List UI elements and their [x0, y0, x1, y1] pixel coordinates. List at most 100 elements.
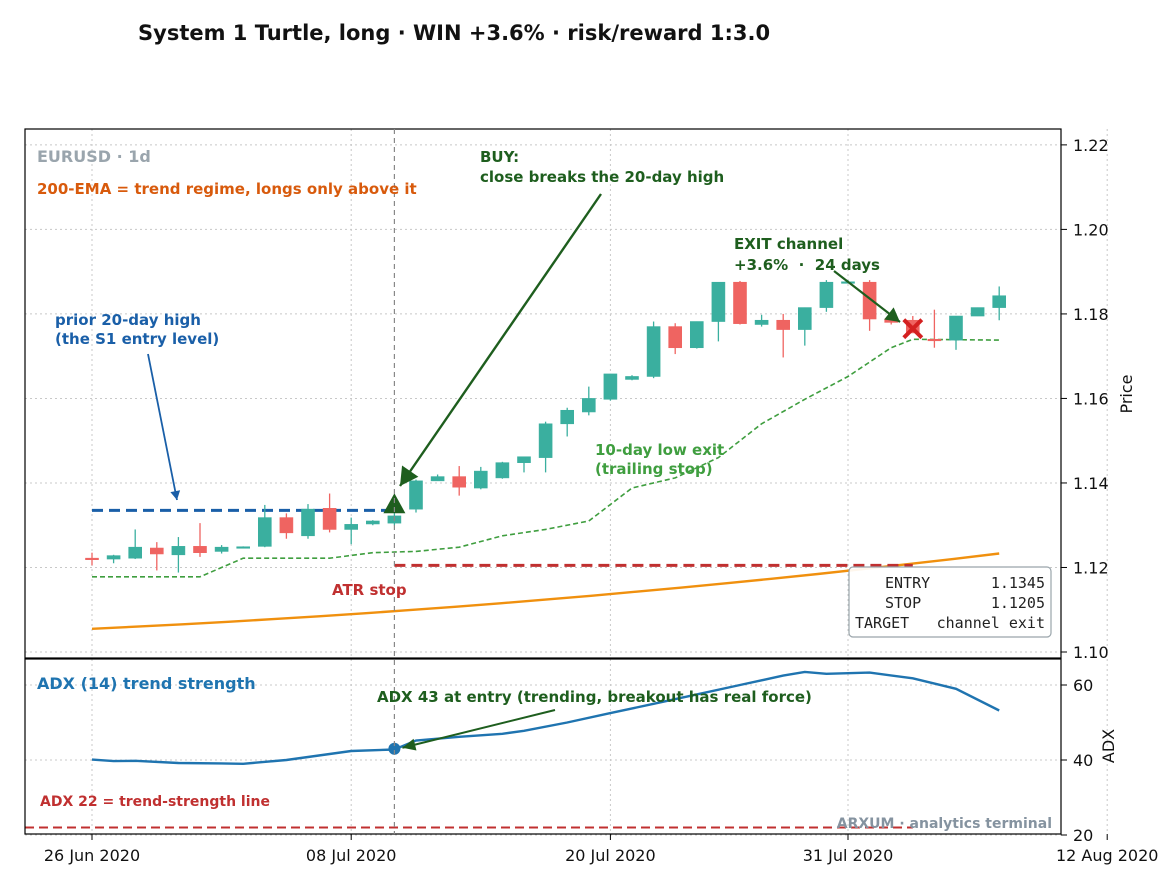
- adx-title: ADX (14) trend strength: [37, 674, 256, 693]
- candle-body: [150, 547, 164, 555]
- x-axis: 26 Jun 2020 08 Jul 2020 20 Jul 2020 31 Jul …: [44, 834, 1159, 865]
- ema-200-layer: [91, 552, 1000, 630]
- exit-label-2: +3.6% · 24 days: [734, 256, 880, 274]
- adx-grid: [25, 659, 1108, 836]
- adx-entry-arrow-shaft: [402, 709, 556, 749]
- trailing-stop-line: [92, 338, 1000, 578]
- x-tick-label: 12 Aug 2020: [1056, 846, 1159, 865]
- chart-title: System 1 Turtle, long · WIN +3.6% · risk…: [138, 21, 770, 45]
- info-target-value: channel exit: [937, 614, 1045, 632]
- trade-markers: [383, 318, 924, 514]
- candle: [257, 504, 272, 548]
- info-stop-label: STOP: [885, 594, 921, 612]
- candle-body: [538, 423, 553, 458]
- candle-body: [257, 517, 272, 547]
- candle: [301, 504, 315, 539]
- price-y-axis: 1.10 1.12 1.14 1.16 1.18 1.20 1.22: [1061, 136, 1109, 662]
- prior-high-label-2: (the S1 entry level): [55, 330, 219, 348]
- candle-body: [733, 281, 747, 324]
- adx-ylabel: ADX: [1099, 729, 1118, 763]
- candle: [970, 307, 985, 317]
- x-tick-label: 08 Jul 2020: [306, 846, 397, 865]
- trade-info-box: ENTRY 1.1345 STOP 1.1205 TARGET channel …: [848, 566, 1052, 638]
- candle-body: [776, 319, 791, 330]
- candle-body: [927, 338, 942, 342]
- candle-body: [689, 321, 704, 349]
- adx-entry-arrow-head: [402, 738, 417, 751]
- adx-tick-label: 20: [1073, 826, 1093, 845]
- exit-arrow: [833, 270, 901, 323]
- candle-body: [625, 376, 639, 380]
- candle-body: [711, 281, 726, 322]
- candle: [279, 513, 294, 539]
- candle: [733, 280, 747, 325]
- price-tick-label: 1.16: [1073, 389, 1109, 408]
- candles: [85, 280, 1007, 573]
- buy-label-1: BUY:: [480, 148, 519, 166]
- prior-high-label-1: prior 20-day high: [55, 311, 201, 329]
- candle: [538, 421, 553, 473]
- adx-layer: [25, 670, 1000, 829]
- candle: [128, 529, 142, 560]
- trail-label-1: 10-day low exit: [595, 441, 724, 459]
- candle-body: [214, 546, 229, 552]
- price-tick-label: 1.14: [1073, 474, 1109, 493]
- candle: [797, 307, 812, 346]
- price-annotations: [147, 193, 901, 501]
- candle: [581, 386, 596, 416]
- candle-body: [106, 555, 121, 560]
- candle-body: [970, 307, 985, 317]
- candle-body: [495, 462, 510, 479]
- buy-marker: [383, 493, 406, 514]
- info-stop-value: 1.1205: [991, 594, 1045, 612]
- buy-arrow: [399, 193, 602, 487]
- candle-body: [409, 480, 423, 510]
- trail-label-2: (trailing stop): [595, 460, 713, 478]
- candle-body: [668, 326, 683, 349]
- adx-entry-arrow: [402, 709, 556, 751]
- candle-body: [603, 373, 618, 400]
- candle-body: [171, 546, 186, 556]
- candle: [106, 554, 121, 564]
- candle: [668, 323, 683, 355]
- candle-body: [992, 295, 1007, 308]
- candle-body: [560, 409, 575, 425]
- trailing-stop-layer: [92, 338, 1000, 578]
- adx-entry-point: [388, 742, 401, 755]
- candle: [560, 407, 575, 437]
- candle-body: [236, 546, 250, 549]
- price-tick-label: 1.18: [1073, 305, 1109, 324]
- prior-high-arrow-head: [170, 490, 181, 500]
- candle: [711, 281, 726, 342]
- buy-label-2: close breaks the 20-day high: [480, 168, 724, 186]
- candle-body: [754, 319, 769, 325]
- ema-200-line: [91, 552, 1000, 630]
- price-tick-label: 1.10: [1073, 643, 1109, 662]
- candle: [625, 375, 639, 381]
- info-box-frame: [848, 566, 1052, 638]
- symbol-label: EURUSD · 1d: [37, 147, 151, 166]
- candle-body: [819, 281, 834, 308]
- candle: [517, 456, 531, 473]
- candle: [646, 321, 661, 379]
- candle: [85, 552, 99, 566]
- adx-tick-label: 60: [1073, 676, 1093, 695]
- exit-arrow-head: [884, 307, 900, 322]
- candle: [430, 474, 445, 482]
- level-lines: [92, 508, 913, 567]
- price-ylabel: Price: [1117, 374, 1136, 413]
- candle-body: [128, 546, 142, 559]
- adx-panel: 20 40 60: [24, 658, 1108, 845]
- candle: [171, 537, 186, 573]
- info-entry-label: ENTRY: [885, 574, 930, 592]
- ema-note: 200-EMA = trend regime, longs only above…: [37, 180, 417, 198]
- candle-body: [322, 508, 337, 530]
- buy-arrow-head: [400, 465, 419, 486]
- candle-body: [517, 456, 531, 463]
- candle-body: [949, 315, 963, 341]
- candle-body: [581, 398, 596, 413]
- candle-body: [85, 557, 99, 560]
- candle-body: [452, 476, 467, 488]
- info-entry-value: 1.1345: [991, 574, 1045, 592]
